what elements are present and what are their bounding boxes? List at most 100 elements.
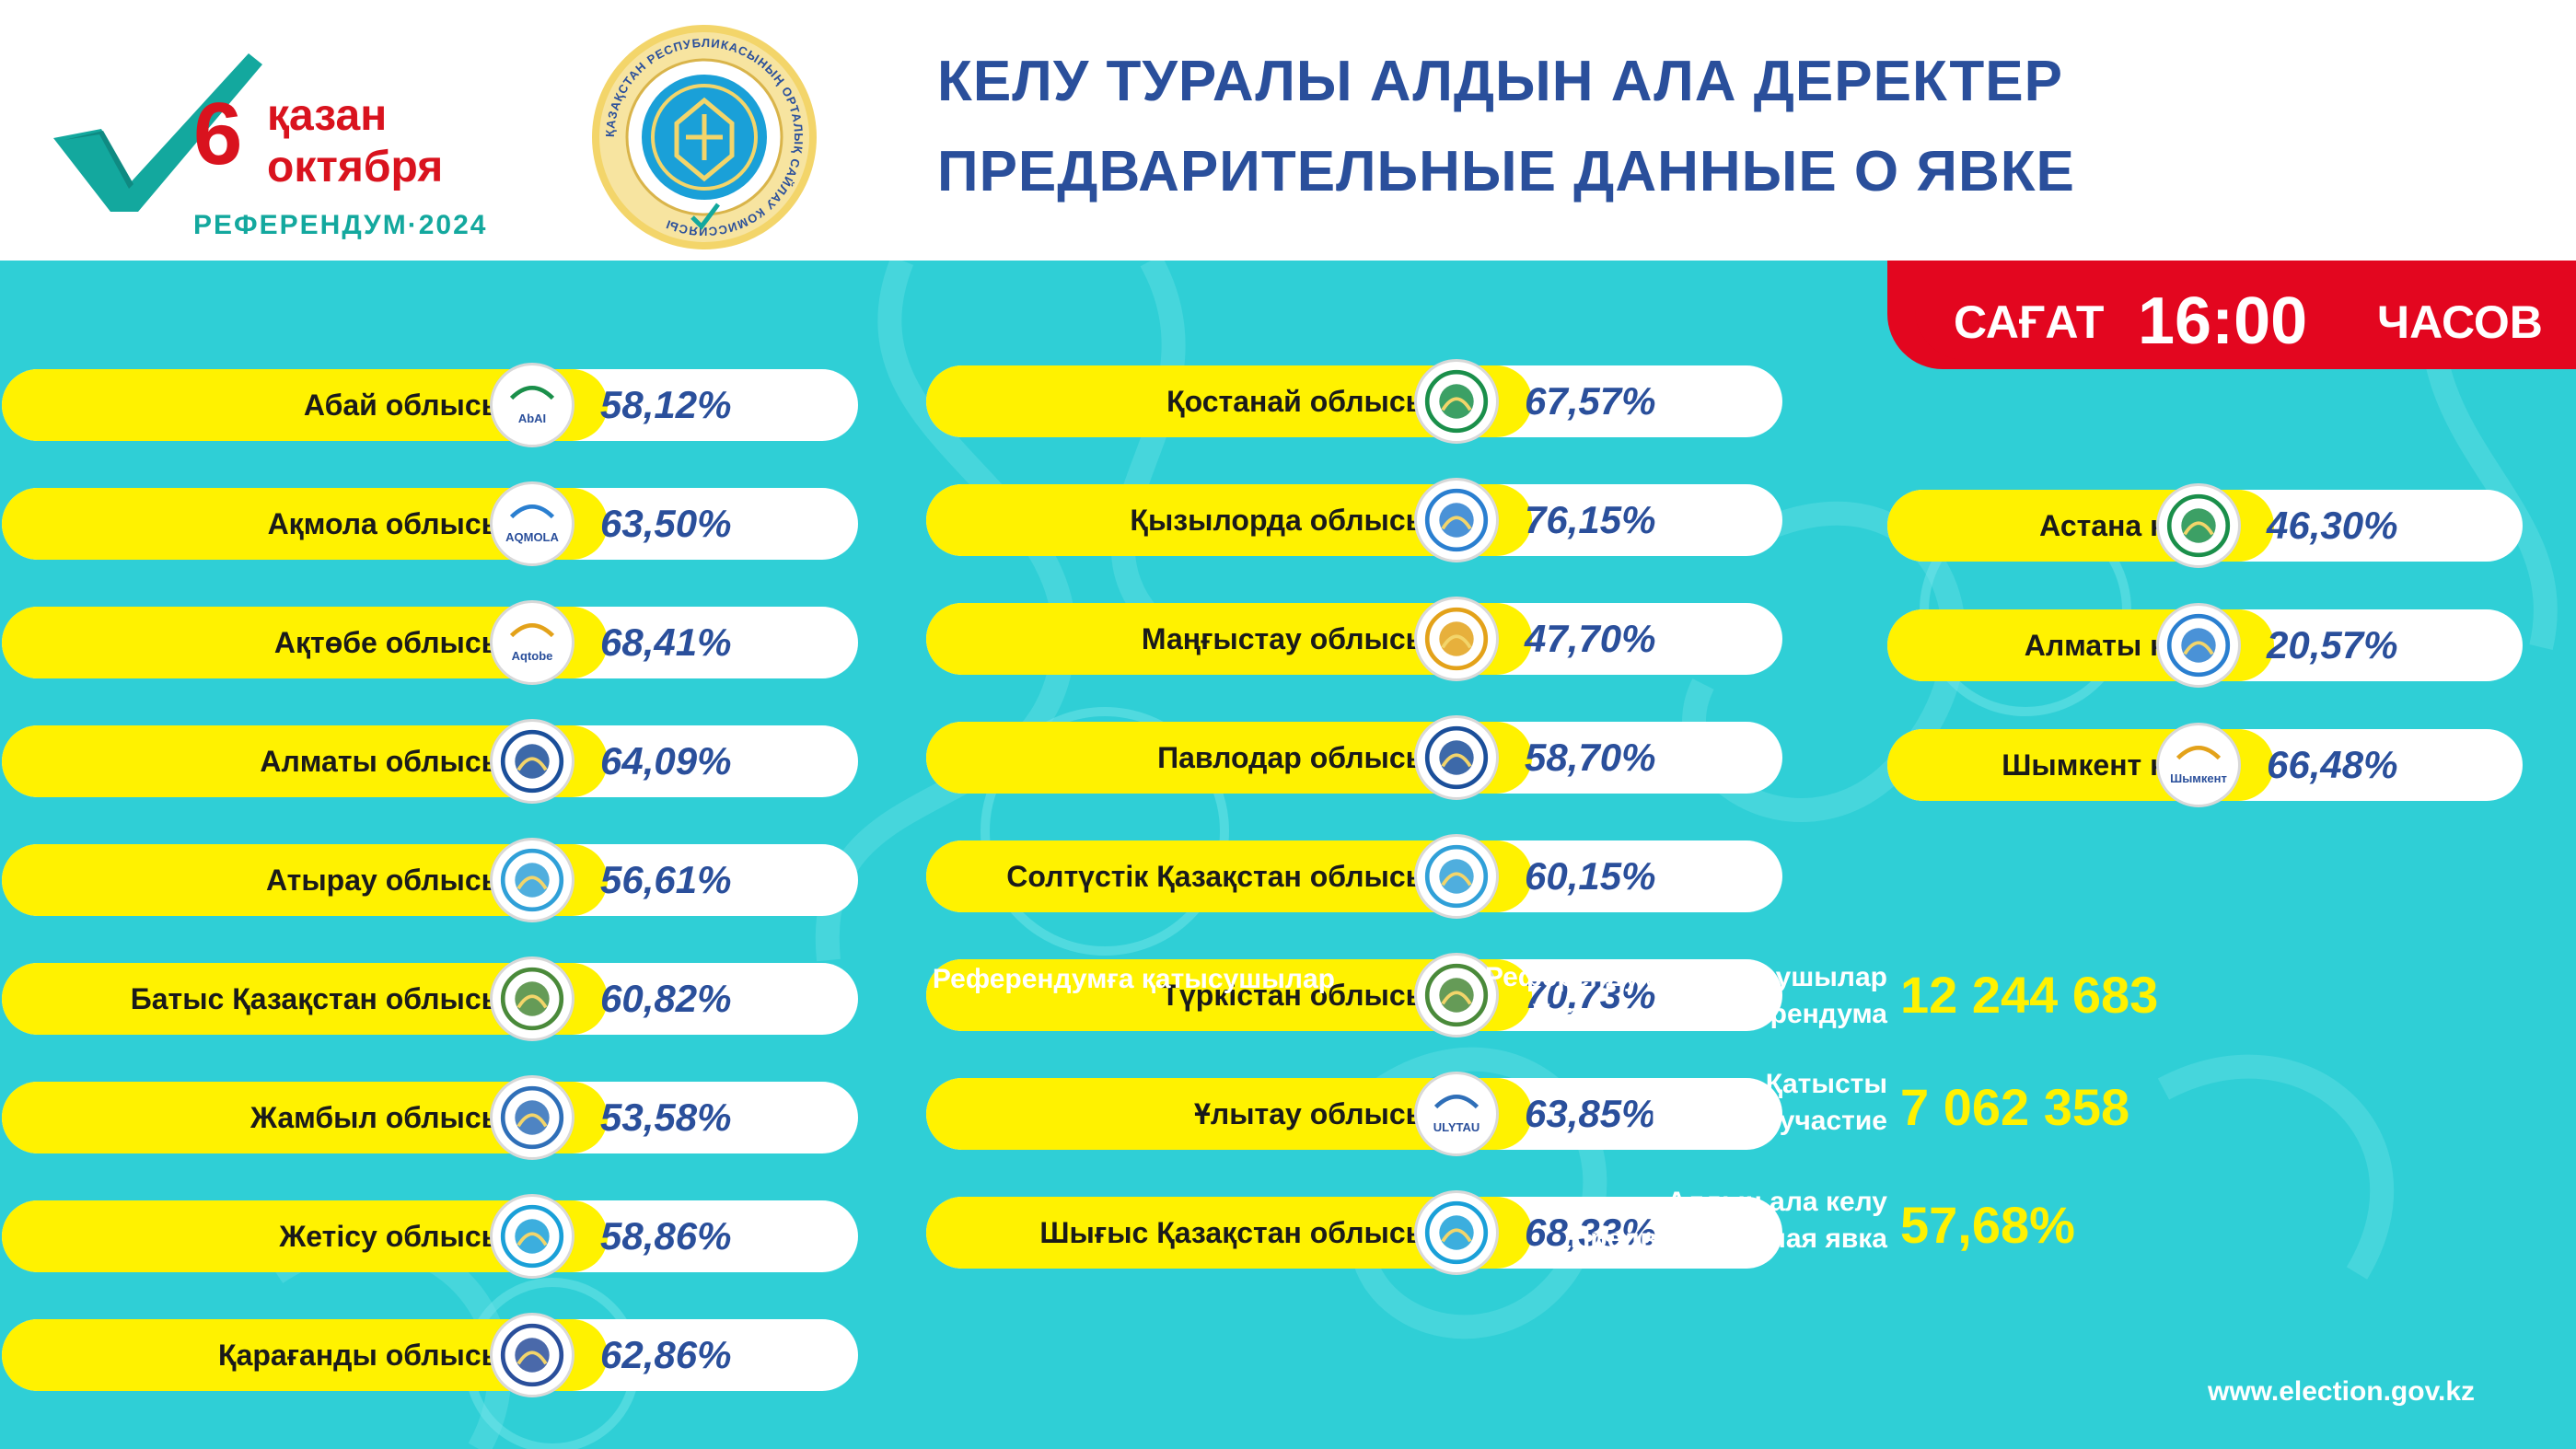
title-kz: КЕЛУ ТУРАЛЫ АЛДЫН АЛА ДЕРЕКТЕР bbox=[937, 50, 2063, 113]
region-name: Астана қ. bbox=[2039, 509, 2173, 542]
region-card: Қарағанды облысы 62,86% bbox=[2, 1313, 858, 1397]
turkestan-emblem-icon bbox=[1414, 953, 1499, 1037]
turnout-value: 67,57% bbox=[1525, 379, 1656, 423]
region-card: Қостанай облысы 67,57% bbox=[926, 359, 1782, 444]
zhambyl-emblem-icon bbox=[490, 1075, 574, 1160]
turnout-value: 68,41% bbox=[600, 620, 732, 664]
turnout-value: 62,86% bbox=[600, 1333, 732, 1376]
turnout-value: 64,09% bbox=[600, 739, 732, 782]
west-kazakhstan-emblem-icon bbox=[490, 956, 574, 1041]
region-name: Павлодар облысы bbox=[1157, 741, 1431, 774]
participants-label-kz: Референдумға қатысушылар bbox=[932, 964, 1335, 994]
region-name: Ұлытау облысы bbox=[1194, 1097, 1431, 1130]
aktobe-emblem-icon: Aqtobe bbox=[490, 600, 574, 685]
region-name: Қарағанды облысы bbox=[218, 1339, 506, 1372]
region-card: Шығыс Қазақстан облысы 68,33% bbox=[926, 1190, 1782, 1275]
turnout-value: 20,57% bbox=[2267, 623, 2398, 667]
turnout-value: 76,15% bbox=[1525, 498, 1656, 541]
time-value: 16:00 bbox=[2138, 284, 2308, 358]
title-ru: ПРЕДВАРИТЕЛЬНЫЕ ДАННЫЕ О ЯВКЕ bbox=[937, 140, 2075, 203]
emblem-caption: Aqtobe bbox=[511, 649, 553, 663]
region-card: Жамбыл облысы 53,58% bbox=[2, 1075, 858, 1160]
north-kazakhstan-emblem-icon bbox=[1414, 834, 1499, 919]
region-card: Қызылорда облысы 76,15% bbox=[926, 478, 1782, 562]
mangystau-emblem-icon bbox=[1414, 597, 1499, 681]
turnout-label-ru: Предварительная явка bbox=[1570, 1223, 1887, 1254]
turnout-value: 58,86% bbox=[600, 1214, 732, 1258]
region-card: Павлодар облысы 58,70% bbox=[926, 715, 1782, 800]
turnout-value: 63,50% bbox=[600, 502, 732, 545]
region-name: Қостанай облысы bbox=[1166, 385, 1431, 418]
region-name: Атырау облысы bbox=[265, 864, 506, 897]
website-link[interactable]: www.election.gov.kz bbox=[2208, 1376, 2476, 1407]
region-card: Алматы облысы 64,09% bbox=[2, 719, 858, 804]
karaganda-emblem-icon bbox=[490, 1313, 574, 1397]
logo-month-kz: қазан bbox=[267, 91, 388, 140]
turnout-value: 63,85% bbox=[1525, 1092, 1656, 1135]
kyzylorda-emblem-icon bbox=[1414, 478, 1499, 562]
ulytau-emblem-icon: ULYTAU bbox=[1414, 1072, 1499, 1156]
turnout-value: 66,48% bbox=[2267, 743, 2398, 786]
east-kazakhstan-emblem-icon bbox=[1414, 1190, 1499, 1275]
region-name: Алматы қ. bbox=[2024, 629, 2173, 662]
region-card: Атырау облысы 56,61% bbox=[2, 838, 858, 922]
turnout-value: 47,70% bbox=[1525, 617, 1656, 660]
turnout-label-kz: Алдын ала келу bbox=[1666, 1187, 1887, 1217]
logo-day: 6 bbox=[193, 85, 243, 183]
emblem-caption: AbAI bbox=[517, 412, 547, 425]
region-card: Батыс Қазақстан облысы 60,82% bbox=[2, 956, 858, 1041]
turnout-value: 53,58% bbox=[600, 1095, 732, 1139]
shymkent-emblem-icon: Шымкент bbox=[2156, 723, 2241, 807]
logo-subtitle: РЕФЕРЕНДУМ·2024 bbox=[193, 210, 488, 240]
voted-label-kz: Қатысты bbox=[1765, 1069, 1887, 1099]
main-panel: САҒАТ 16:00 ЧАСОВ Абай облысы AbAI 58,12%… bbox=[0, 261, 2576, 1449]
emblem-caption: AQMOLA bbox=[505, 530, 559, 544]
region-card: Түркістан облысы 70,73% bbox=[926, 953, 1782, 1037]
time-suffix: ЧАСОВ bbox=[2377, 296, 2543, 348]
region-card: Маңғыстау облысы 47,70% bbox=[926, 597, 1782, 681]
voted-label-ru: Приняло участие bbox=[1651, 1106, 1887, 1136]
region-name: Ақмола облысы bbox=[267, 507, 506, 540]
region-card: Астана қ. 46,30% bbox=[1887, 483, 2523, 568]
checkmark-icon bbox=[53, 53, 262, 212]
turnout-value: 58,70% bbox=[1525, 736, 1656, 779]
voted-value: 7 062 358 bbox=[1900, 1078, 2130, 1136]
region-name: Шымкент қ. bbox=[2002, 748, 2173, 782]
turnout-value: 60,82% bbox=[600, 977, 732, 1020]
astana-emblem-icon bbox=[2156, 483, 2241, 568]
abai-emblem-icon: AbAI bbox=[490, 363, 574, 447]
participants-label-kz-r: Референдумға қатысушылар bbox=[1484, 962, 1887, 992]
turnout-value: 58,12% bbox=[600, 383, 732, 426]
emblem-caption: Шымкент bbox=[2170, 771, 2227, 785]
turnout-value: 68,33% bbox=[1525, 1211, 1656, 1254]
region-name: Жамбыл облысы bbox=[250, 1101, 506, 1134]
participants-label-ru: Участников референдума bbox=[1532, 999, 1887, 1029]
region-card: Абай облысы AbAI 58,12% bbox=[2, 363, 858, 447]
cec-seal-icon: ҚАЗАҚСТАН РЕСПУБЛИКАСЫНЫҢ ОРТАЛЫҚ САЙЛАУ… bbox=[592, 25, 817, 249]
region-card: Ақмола облысы AQMOLA 63,50% bbox=[2, 481, 858, 566]
region-name: Ақтөбе облысы bbox=[273, 626, 506, 659]
almaty-city-emblem-icon bbox=[2156, 603, 2241, 688]
region-name: Солтүстік Қазақстан облысы bbox=[1006, 860, 1431, 893]
turnout-value: 57,68% bbox=[1900, 1196, 2075, 1254]
time-prefix: САҒАТ bbox=[1954, 296, 2105, 348]
header: 6 қазан октября РЕФЕРЕНДУМ·2024 ҚАЗАҚСТА… bbox=[0, 0, 2576, 261]
region-card: Ақтөбе облысы Aqtobe 68,41% bbox=[2, 600, 858, 685]
emblem-caption: ULYTAU bbox=[1433, 1120, 1480, 1134]
turnout-value: 70,73% bbox=[1525, 973, 1656, 1016]
kostanay-emblem-icon bbox=[1414, 359, 1499, 444]
region-name: Алматы облысы bbox=[260, 745, 506, 778]
zhetisu-emblem-icon bbox=[490, 1194, 574, 1279]
region-card: Алматы қ. 20,57% bbox=[1887, 603, 2523, 688]
turnout-value: 60,15% bbox=[1525, 854, 1656, 898]
region-name: Жетісу облысы bbox=[279, 1220, 506, 1253]
time-badge bbox=[1887, 261, 2576, 369]
region-card: Шымкент қ. Шымкент 66,48% bbox=[1887, 723, 2523, 807]
almaty-region-emblem-icon bbox=[490, 719, 574, 804]
region-name: Батыс Қазақстан облысы bbox=[130, 982, 506, 1015]
region-name: Маңғыстау облысы bbox=[1141, 622, 1431, 655]
region-card: Жетісу облысы 58,86% bbox=[2, 1194, 858, 1279]
region-name: Түркістан облысы bbox=[1161, 979, 1431, 1012]
region-name: Қызылорда облысы bbox=[1130, 504, 1431, 537]
